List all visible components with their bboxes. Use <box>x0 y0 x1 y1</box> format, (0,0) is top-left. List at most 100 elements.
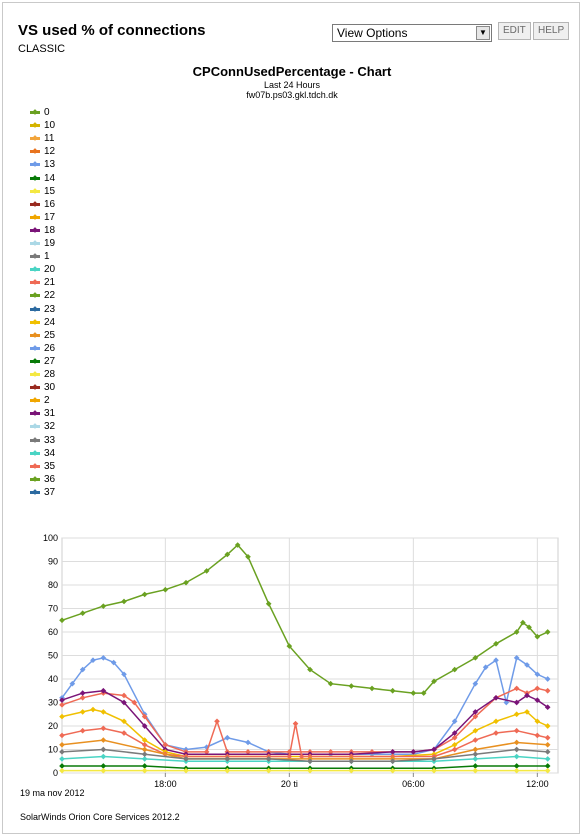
legend-swatch <box>30 189 40 193</box>
y-tick-label: 10 <box>48 745 58 755</box>
data-point <box>121 718 127 725</box>
data-point <box>348 683 355 689</box>
legend-swatch <box>30 242 40 245</box>
series-line <box>61 723 548 758</box>
legend-swatch <box>30 202 40 206</box>
data-point <box>100 753 107 760</box>
data-point <box>265 600 272 607</box>
data-point <box>472 713 479 720</box>
data-point <box>451 718 458 725</box>
data-point <box>472 756 479 762</box>
legend-label: 30 <box>44 382 56 394</box>
legend-swatch <box>30 399 40 403</box>
legend-label: 19 <box>44 238 56 249</box>
data-point <box>369 685 375 692</box>
legend-label: 28 <box>44 369 56 380</box>
data-point <box>472 763 479 769</box>
legend-item: 37 <box>30 486 55 499</box>
data-point <box>141 756 148 762</box>
legend-item: 18 <box>30 224 55 237</box>
legend-label: 13 <box>44 159 56 171</box>
data-point <box>493 694 499 701</box>
data-point <box>526 624 532 631</box>
view-options-select[interactable]: View Options ▼ <box>332 24 492 42</box>
y-tick-label: 50 <box>48 651 58 661</box>
data-point <box>544 767 551 774</box>
data-point <box>410 690 417 696</box>
legend-item: 17 <box>30 211 55 224</box>
y-tick-label: 40 <box>48 674 58 684</box>
data-point <box>513 699 520 706</box>
data-point <box>493 657 499 664</box>
data-point <box>121 699 127 706</box>
data-point <box>59 763 65 769</box>
legend-item: 20 <box>30 263 55 276</box>
data-point <box>524 662 530 668</box>
y-tick-label: 80 <box>48 580 58 590</box>
data-point <box>513 727 520 734</box>
y-tick-label: 90 <box>48 557 58 567</box>
legend-label: 31 <box>44 408 56 420</box>
y-tick-label: 0 <box>53 768 58 778</box>
data-point <box>59 702 65 708</box>
legend-swatch <box>30 150 40 154</box>
data-point <box>431 767 437 774</box>
legend-item: 35 <box>30 460 55 473</box>
legend-swatch <box>30 255 40 259</box>
data-point <box>544 734 551 741</box>
data-point <box>59 756 65 762</box>
data-point <box>348 767 355 774</box>
data-point <box>451 746 458 753</box>
data-point <box>513 685 520 692</box>
legend-item: 23 <box>30 303 55 316</box>
legend-item: 12 <box>30 145 55 158</box>
data-point <box>100 687 107 694</box>
legend-label: 37 <box>44 486 56 498</box>
legend-swatch <box>30 346 40 350</box>
product-footer: SolarWinds Orion Core Services 2012.2 <box>20 812 180 822</box>
data-point <box>472 751 479 758</box>
legend-item: 24 <box>30 316 55 329</box>
data-point <box>513 739 520 746</box>
edit-button[interactable]: EDIT <box>498 22 531 40</box>
data-point <box>59 617 65 624</box>
legend-swatch <box>30 124 40 128</box>
data-point <box>451 666 458 673</box>
chevron-down-icon[interactable]: ▼ <box>476 26 490 40</box>
y-tick-label: 100 <box>43 533 58 543</box>
help-button[interactable]: HELP <box>533 22 570 40</box>
data-point <box>141 737 148 743</box>
legend-item: 34 <box>30 447 55 460</box>
data-point <box>100 763 107 769</box>
legend-swatch <box>30 320 40 324</box>
legend-swatch <box>30 425 40 429</box>
legend-label: 36 <box>44 473 56 485</box>
legend-swatch <box>30 359 40 363</box>
data-point <box>513 763 520 769</box>
y-tick-label: 30 <box>48 698 58 708</box>
data-point <box>451 730 458 736</box>
data-point <box>162 741 169 748</box>
line-chart: 0 10 20 30 40 50 60 70 80 90 100 18:00 20 ti 06:00 12:… <box>43 533 559 789</box>
chart-start-date: 19 ma nov 2012 <box>20 788 85 798</box>
data-point <box>431 746 437 753</box>
data-point <box>245 553 251 560</box>
data-point <box>544 676 551 682</box>
data-point <box>534 697 541 703</box>
legend-swatch <box>30 477 40 481</box>
legend-item: 19 <box>30 237 55 250</box>
data-point <box>203 568 210 574</box>
data-point <box>203 749 210 755</box>
legend-swatch <box>30 268 40 272</box>
legend-swatch <box>30 386 40 390</box>
data-point <box>544 687 551 694</box>
data-point <box>534 732 541 739</box>
data-point <box>544 629 551 635</box>
legend-item: 30 <box>30 381 55 394</box>
legend-swatch <box>30 281 40 285</box>
legend-label: 32 <box>44 421 56 433</box>
data-point <box>141 741 148 748</box>
data-point <box>224 734 231 741</box>
legend-label: 25 <box>44 329 56 341</box>
